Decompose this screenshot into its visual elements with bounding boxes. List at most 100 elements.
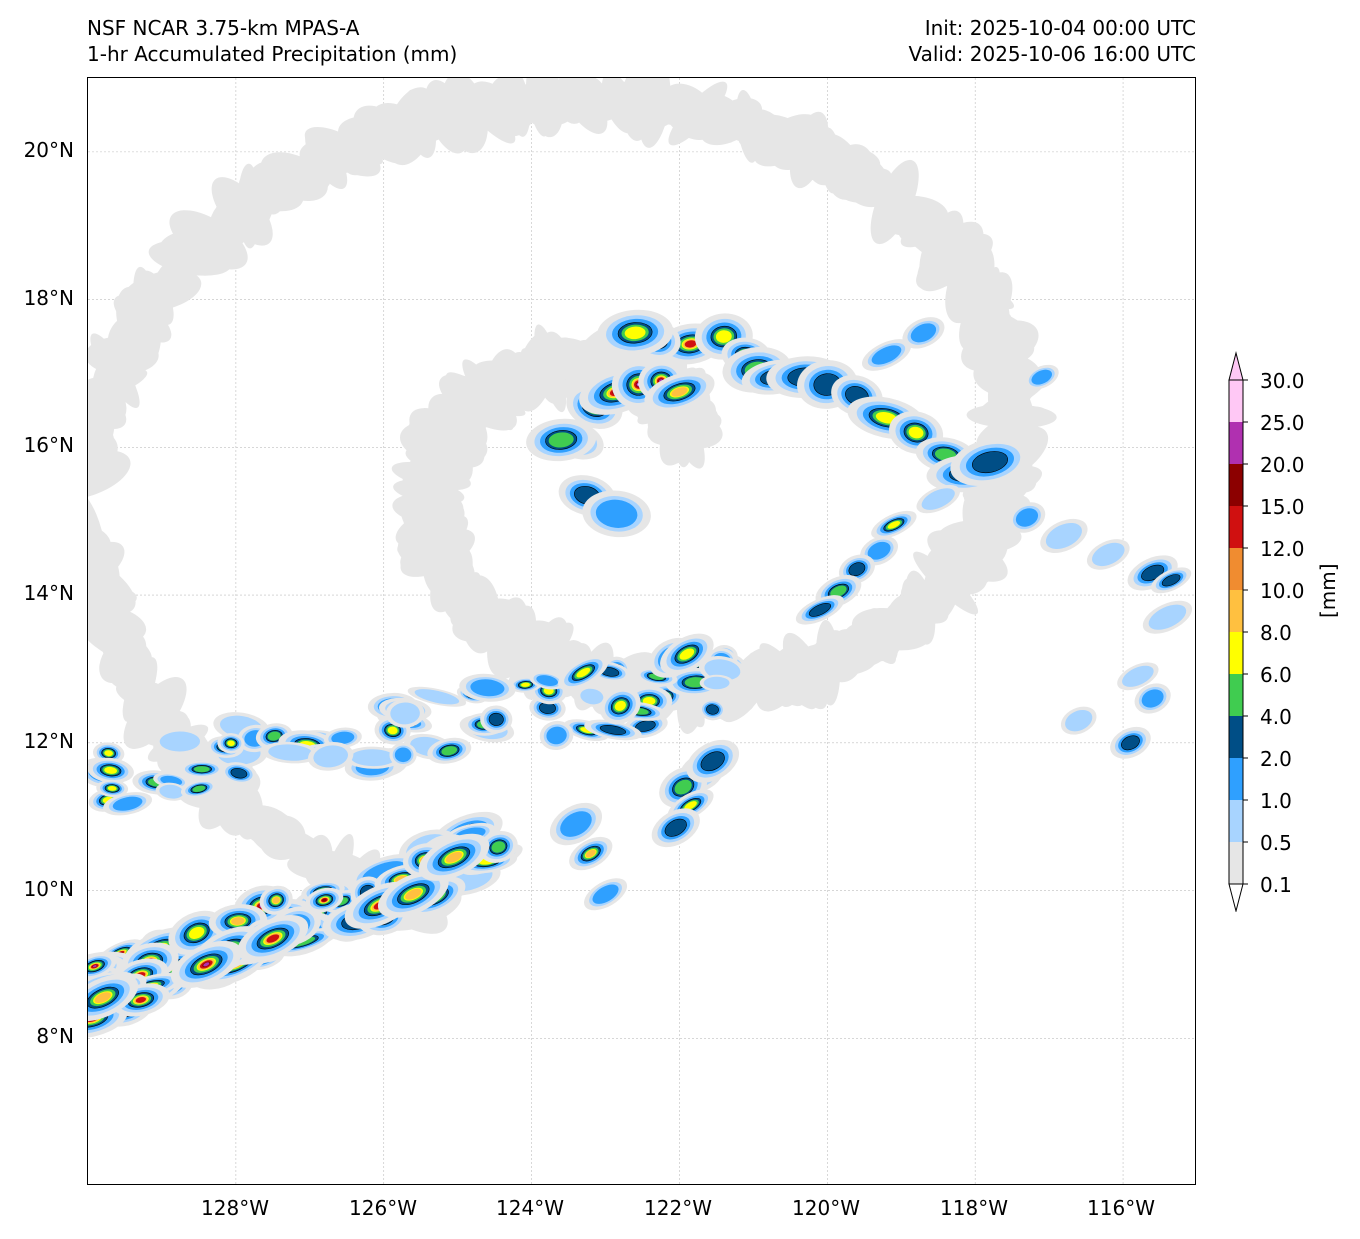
cbar-segment	[1229, 716, 1243, 758]
cbar-tick-12: 12.0	[1260, 537, 1305, 561]
precip-cell	[1086, 539, 1130, 570]
cbar-tick-8: 8.0	[1260, 621, 1292, 645]
precip-cell	[698, 698, 727, 721]
precip-cell	[1142, 600, 1193, 634]
lon-label-120w: 120°W	[792, 1196, 860, 1220]
precip-cell	[1151, 567, 1192, 594]
cbar-extend-max	[1228, 351, 1244, 381]
cbar-segment	[1229, 548, 1243, 590]
precip-cell	[96, 779, 129, 798]
cbar-tick-0-5: 0.5	[1260, 831, 1292, 855]
lon-label-116w: 116°W	[1087, 1196, 1155, 1220]
colorbar-units: [mm]	[1316, 563, 1340, 618]
precip-cell	[539, 720, 574, 751]
precip-cell	[1134, 683, 1171, 714]
cbar-tick-10: 10.0	[1260, 579, 1305, 603]
precip-cell	[660, 633, 714, 675]
precip-cell	[1110, 726, 1151, 759]
cbar-tick-0-1: 0.1	[1260, 873, 1292, 897]
lon-label-122w: 122°W	[644, 1196, 712, 1220]
lat-label-14n: 14°N	[23, 581, 74, 605]
precip-cell	[155, 782, 188, 801]
cbar-tick-25: 25.0	[1260, 411, 1305, 435]
cbar-segment	[1229, 674, 1243, 716]
cbar-segment	[1229, 800, 1243, 842]
map-panel[interactable]	[87, 77, 1196, 1185]
field-title: 1-hr Accumulated Precipitation (mm)	[87, 42, 458, 66]
precip-cell	[170, 940, 242, 988]
precip-cell	[88, 757, 134, 784]
lon-label-124w: 124°W	[496, 1196, 564, 1220]
valid-time: Valid: 2025-10-06 16:00 UTC	[908, 42, 1196, 66]
lat-label-12n: 12°N	[23, 729, 74, 753]
precip-cell	[950, 438, 1030, 487]
precip-cell	[509, 676, 542, 693]
precip-cell	[308, 742, 354, 771]
cbar-segment	[1229, 380, 1243, 422]
cbar-tick-6: 6.0	[1260, 663, 1292, 687]
precip-cell	[179, 760, 224, 778]
precip-cell	[576, 686, 607, 707]
precip-cell	[259, 885, 293, 915]
cbar-segment	[1229, 758, 1243, 800]
precip-cell	[343, 746, 403, 769]
precip-cell	[558, 654, 609, 691]
precip-cell	[479, 831, 518, 863]
precip-cell	[459, 673, 516, 702]
precip-cell	[651, 808, 700, 848]
model-title: NSF NCAR 3.75-km MPAS-A	[87, 16, 360, 40]
cbar-segment	[1229, 590, 1243, 632]
cbar-segment	[1229, 506, 1243, 548]
cbar-segment	[1229, 842, 1243, 884]
precip-cell	[795, 595, 845, 625]
precip-cell	[427, 737, 472, 764]
precip-cell	[407, 686, 467, 707]
precip-cell	[88, 450, 131, 500]
lat-label-20n: 20°N	[23, 138, 74, 162]
lon-label-118w: 118°W	[940, 1196, 1008, 1220]
colorbar	[1228, 351, 1248, 912]
precip-cell	[237, 915, 309, 963]
precip-cell	[902, 317, 945, 349]
lon-label-128w: 128°W	[201, 1196, 269, 1220]
precip-cell	[88, 953, 117, 980]
precip-cell	[582, 490, 651, 538]
precip-cell	[1024, 364, 1059, 390]
precip-cell	[871, 510, 917, 539]
precip-cell	[377, 870, 449, 918]
title-right: Init: 2025-10-04 00:00 UTC Valid: 2025-1…	[908, 15, 1196, 67]
precip-cell	[418, 833, 490, 881]
precip-cell	[480, 705, 513, 734]
precip-cell	[1040, 518, 1088, 554]
cbar-tick-4: 4.0	[1260, 705, 1292, 729]
precip-cell	[88, 974, 139, 1022]
cbar-tick-30: 30.0	[1260, 369, 1305, 393]
lat-label-18n: 18°N	[23, 286, 74, 310]
precip-cell	[861, 339, 911, 371]
precip-map[interactable]	[88, 78, 1196, 1185]
title-left: NSF NCAR 3.75-km MPAS-A 1-hr Accumulated…	[87, 15, 457, 67]
precip-cell	[694, 313, 753, 360]
cbar-extend-min	[1228, 883, 1244, 912]
cbar-segment	[1229, 422, 1243, 464]
lon-label-126w: 126°W	[349, 1196, 417, 1220]
precip-cell	[220, 762, 257, 785]
precip-cell	[584, 719, 642, 741]
cbar-tick-1: 1.0	[1260, 789, 1292, 813]
precip-cell	[1008, 502, 1046, 533]
precip-cell	[180, 779, 217, 798]
precip-cell	[584, 878, 628, 911]
precip-cell	[699, 674, 734, 692]
cbar-segment	[1229, 464, 1243, 506]
precip-field	[88, 78, 1193, 1038]
precip-cell	[1060, 706, 1097, 735]
precip-cell	[526, 418, 597, 462]
precip-cell	[529, 671, 566, 690]
lat-label-10n: 10°N	[23, 877, 74, 901]
precip-cell	[103, 792, 153, 816]
precip-cell	[597, 309, 674, 356]
precip-cell	[569, 836, 613, 871]
precip-cell	[305, 887, 344, 913]
precip-cell	[1117, 662, 1159, 691]
precip-cell	[217, 733, 245, 754]
